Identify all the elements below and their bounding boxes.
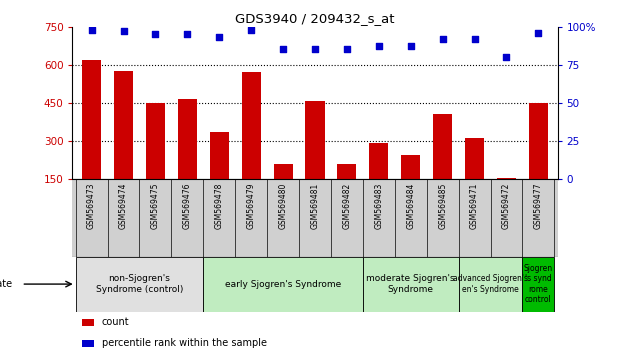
- Bar: [363, 257, 459, 312]
- Point: [374, 44, 384, 49]
- Bar: [146, 103, 165, 217]
- Text: early Sjogren's Syndrome: early Sjogren's Syndrome: [225, 280, 341, 289]
- Bar: [82, 59, 101, 217]
- Bar: [203, 257, 363, 312]
- Bar: [82, 319, 94, 326]
- Text: GSM569478: GSM569478: [215, 183, 224, 229]
- Text: GSM569473: GSM569473: [87, 183, 96, 229]
- Bar: [76, 257, 203, 312]
- Bar: [82, 340, 94, 347]
- Point: [501, 54, 512, 60]
- Bar: [522, 257, 554, 312]
- Bar: [433, 114, 452, 217]
- Text: GSM569474: GSM569474: [119, 183, 128, 229]
- Bar: [529, 103, 548, 217]
- Bar: [114, 71, 133, 217]
- Point: [438, 36, 448, 41]
- Bar: [369, 143, 389, 217]
- Bar: [459, 257, 522, 312]
- Text: count: count: [101, 317, 129, 327]
- Point: [118, 28, 129, 34]
- Title: GDS3940 / 209432_s_at: GDS3940 / 209432_s_at: [235, 12, 395, 25]
- Point: [406, 44, 416, 49]
- Text: advanced Sjogren's
en's Syndrome: advanced Sjogren's en's Syndrome: [453, 274, 528, 294]
- Text: percentile rank within the sample: percentile rank within the sample: [101, 338, 266, 348]
- Text: GSM569482: GSM569482: [343, 183, 352, 229]
- Text: moderate Sjogren's
Syndrome: moderate Sjogren's Syndrome: [367, 274, 455, 294]
- Text: GSM569483: GSM569483: [374, 183, 383, 229]
- Bar: [337, 164, 357, 217]
- Bar: [178, 99, 197, 217]
- Bar: [497, 177, 516, 217]
- Bar: [306, 101, 324, 217]
- Point: [278, 47, 288, 52]
- Text: Sjogren
's synd
rome
control: Sjogren 's synd rome control: [524, 264, 553, 304]
- Text: GSM569476: GSM569476: [183, 183, 192, 229]
- Point: [182, 32, 192, 37]
- Point: [86, 27, 96, 33]
- Text: disease state: disease state: [0, 279, 12, 289]
- Bar: [210, 132, 229, 217]
- Text: GSM569481: GSM569481: [311, 183, 319, 229]
- Point: [342, 47, 352, 52]
- Text: GSM569471: GSM569471: [470, 183, 479, 229]
- Text: non-Sjogren's
Syndrome (control): non-Sjogren's Syndrome (control): [96, 274, 183, 294]
- Text: GSM569472: GSM569472: [502, 183, 511, 229]
- Text: GSM569477: GSM569477: [534, 183, 543, 229]
- Point: [214, 34, 224, 40]
- Text: GSM569485: GSM569485: [438, 183, 447, 229]
- Bar: [273, 164, 293, 217]
- Text: GSM569479: GSM569479: [247, 183, 256, 229]
- Text: GSM569484: GSM569484: [406, 183, 415, 229]
- Point: [310, 47, 320, 52]
- Text: GSM569480: GSM569480: [278, 183, 287, 229]
- Point: [534, 30, 544, 35]
- Bar: [401, 155, 420, 217]
- Bar: [241, 72, 261, 217]
- Point: [246, 27, 256, 33]
- Point: [151, 32, 161, 37]
- Point: [469, 36, 479, 41]
- Bar: [465, 138, 484, 217]
- Text: GSM569475: GSM569475: [151, 183, 160, 229]
